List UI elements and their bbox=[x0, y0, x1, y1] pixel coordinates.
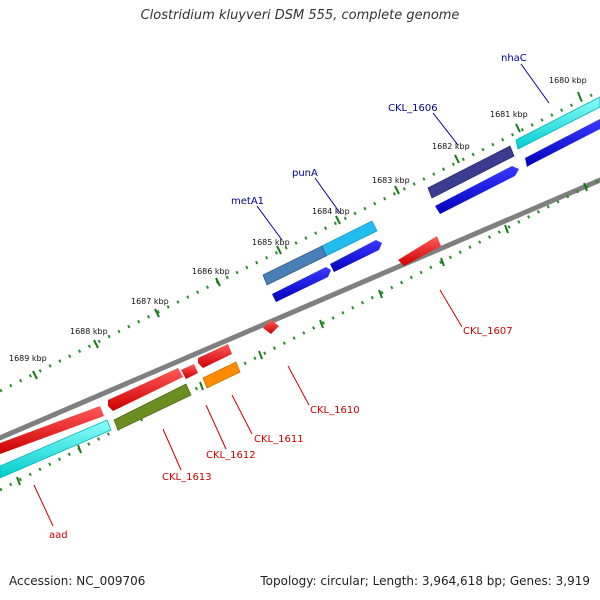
gene-aad-cyan[interactable] bbox=[0, 419, 112, 479]
label-CKL_1612[interactable]: CKL_1612 bbox=[206, 450, 256, 461]
forward-genes bbox=[262, 96, 600, 302]
gene-CKL_1610[interactable] bbox=[263, 320, 279, 334]
kbp-labels: 1680 kbp 1681 kbp 1682 kbp 1683 kbp 1684… bbox=[9, 76, 587, 363]
gene-labels: nhaC CKL_1606 punA metA1 CKL_1607 CKL_16… bbox=[49, 53, 527, 541]
gene-CKL_1613-olive[interactable] bbox=[113, 383, 192, 431]
kbp-label-1686: 1686 kbp bbox=[192, 267, 230, 276]
label-CKL_1611[interactable]: CKL_1611 bbox=[254, 434, 304, 445]
gene-metA1[interactable] bbox=[262, 245, 327, 286]
inner-scale-track bbox=[0, 178, 600, 492]
genome-backbone bbox=[0, 177, 600, 441]
label-punA[interactable]: punA bbox=[292, 168, 318, 179]
map-title: Clostridium kluyveri DSM 555, complete g… bbox=[140, 8, 460, 23]
label-leaders bbox=[33, 63, 550, 527]
label-CKL_1610[interactable]: CKL_1610 bbox=[310, 405, 360, 416]
kbp-label-1685: 1685 kbp bbox=[252, 238, 290, 247]
label-CKL_1613[interactable]: CKL_1613 bbox=[162, 472, 212, 483]
gene-aad[interactable] bbox=[0, 406, 104, 454]
gene-punA-inner[interactable] bbox=[330, 240, 382, 272]
kbp-label-1682: 1682 kbp bbox=[432, 142, 470, 151]
gene-CKL_1611[interactable] bbox=[202, 361, 241, 389]
label-CKL_1607[interactable]: CKL_1607 bbox=[463, 326, 513, 337]
reverse-genes bbox=[0, 236, 441, 479]
gene-metA1-inner[interactable] bbox=[272, 267, 331, 302]
label-CKL_1606[interactable]: CKL_1606 bbox=[388, 103, 438, 114]
gene-CKL_1607[interactable] bbox=[398, 236, 441, 266]
kbp-label-1684: 1684 kbp bbox=[312, 207, 350, 216]
gene-small-1[interactable] bbox=[181, 364, 198, 379]
accession-text: Accession: NC_009706 bbox=[9, 574, 146, 588]
gene-nhaC[interactable] bbox=[515, 96, 600, 150]
inner-major-ticks bbox=[16, 182, 588, 486]
gene-CKL_1606[interactable] bbox=[427, 145, 515, 199]
outer-scale-track bbox=[0, 89, 600, 393]
genome-stats-text: Topology: circular; Length: 3,964,618 bp… bbox=[260, 574, 590, 588]
label-metA1[interactable]: metA1 bbox=[231, 196, 264, 207]
outer-major-ticks bbox=[32, 91, 582, 380]
kbp-label-1683: 1683 kbp bbox=[372, 176, 410, 185]
kbp-label-1681: 1681 kbp bbox=[490, 110, 528, 119]
kbp-label-1688: 1688 kbp bbox=[70, 327, 108, 336]
kbp-label-1687: 1687 kbp bbox=[131, 297, 169, 306]
gene-CKL_1612[interactable] bbox=[198, 344, 232, 368]
kbp-label-1680: 1680 kbp bbox=[549, 76, 587, 85]
kbp-label-1689: 1689 kbp bbox=[9, 354, 47, 363]
gene-nhaC-inner[interactable] bbox=[525, 119, 600, 167]
gene-CKL_1606-inner[interactable] bbox=[435, 166, 519, 214]
label-aad[interactable]: aad bbox=[49, 530, 68, 541]
label-nhaC[interactable]: nhaC bbox=[501, 53, 527, 64]
gene-CKL_1613[interactable] bbox=[108, 368, 183, 411]
